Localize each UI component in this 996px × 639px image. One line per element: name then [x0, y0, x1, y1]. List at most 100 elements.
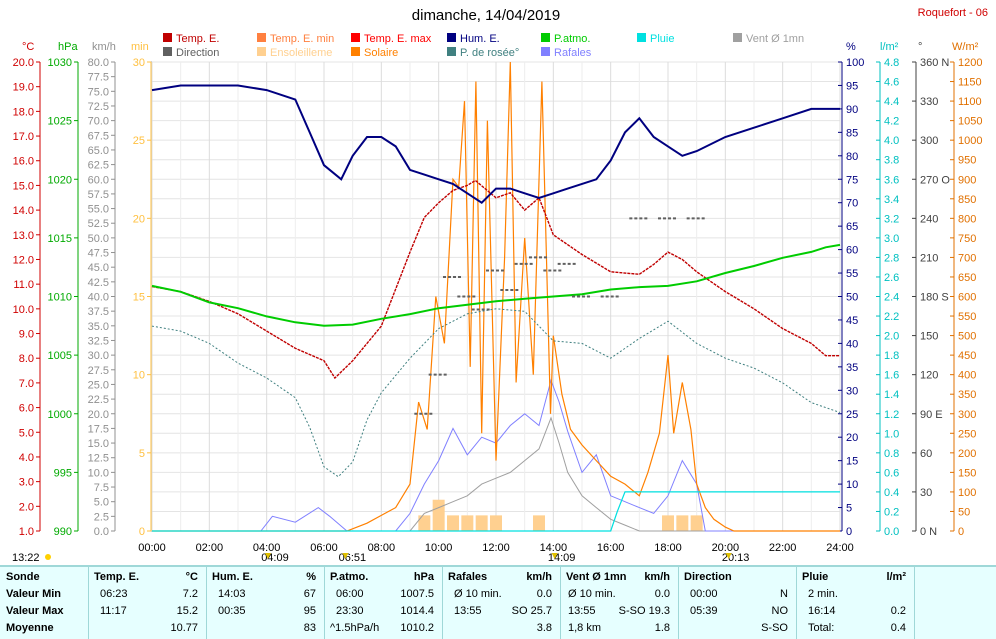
min-tick-label: 10 [133, 370, 145, 382]
sunshine-bar [690, 515, 703, 531]
solar-tick-label: 450 [958, 350, 976, 362]
rain-tick-label: 3.6 [884, 174, 899, 186]
header-pressure: P.atmo. [330, 571, 369, 583]
legend-label: P. de rosée° [460, 47, 519, 59]
sunset-label: 20:13 [722, 552, 750, 564]
hpa-tick-label: 995 [54, 467, 72, 479]
col-gusts: Rafales km/h Ø 10 min. 0.0 13:55 SO 25.7 3.… [442, 567, 561, 639]
pressure-trend: ^1.5hPa/h [330, 622, 380, 634]
percent-tick-label: 20 [846, 432, 858, 444]
wind-avg-value: 1.8 [654, 622, 670, 634]
rain-tick-label: 2.4 [884, 292, 899, 304]
percent-tick-label: 95 [846, 80, 858, 92]
hpa-tick-label: 1025 [48, 116, 72, 128]
rain-tick-label: 0.0 [884, 526, 899, 538]
header-hum-unit: % [306, 571, 316, 583]
direction-tick-label: 60 [920, 448, 932, 460]
kmh-tick-label: 70.0 [88, 116, 109, 128]
sunrise-label: 13:22 [12, 552, 40, 564]
legend-label: Direction [176, 47, 219, 59]
legend-swatch [447, 47, 456, 56]
solar-tick-label: 150 [958, 467, 976, 479]
legend-swatch [541, 33, 550, 42]
direction-avg-value: S-SO [761, 622, 788, 634]
kmh-tick-label: 75.0 [88, 86, 109, 98]
wind-avg-line [152, 416, 840, 532]
gusts-line [152, 378, 840, 532]
legend-label: Rafales [554, 47, 592, 59]
rain-tick-label: 2.2 [884, 311, 899, 323]
sunshine-bar [475, 515, 488, 531]
header-rain: Pluie [802, 571, 829, 583]
col-sonde: Sonde Valeur Min Valeur Max Moyenne [0, 567, 89, 639]
header-hum: Hum. E. [212, 571, 253, 583]
legend-swatch [637, 33, 646, 42]
solar-unit-label: W/m² [952, 41, 979, 53]
sunshine-bar [662, 515, 674, 531]
pressure-max-time: 23:30 [336, 605, 364, 617]
kmh-tick-label: 65.0 [88, 145, 109, 157]
legend-swatch [257, 47, 266, 56]
hpa-tick-label: 1020 [48, 174, 72, 186]
sunshine-bar [490, 515, 502, 531]
row-label-min: Valeur Min [6, 588, 62, 600]
solar-tick-label: 0 [958, 526, 964, 538]
time-tick-label: 10:00 [425, 542, 453, 554]
time-tick-label: 14:00 [540, 542, 568, 554]
percent-tick-label: 30 [846, 385, 858, 397]
rain-tick-label: 2.8 [884, 252, 899, 264]
direction-min-time: 00:00 [690, 588, 718, 600]
wind-min-value: 0.0 [654, 588, 670, 600]
header-direction: Direction [684, 571, 732, 583]
kmh-tick-label: 47.5 [88, 248, 109, 260]
sun-marker-icon [725, 553, 732, 559]
time-tick-label: 22:00 [769, 542, 797, 554]
percent-tick-label: 65 [846, 221, 858, 233]
rain-tick-label: 0.8 [884, 448, 899, 460]
kmh-tick-label: 35.0 [88, 321, 109, 333]
celsius-tick-label: 9.0 [19, 329, 34, 341]
dawn-label: 06:51 [339, 552, 367, 564]
percent-tick-label: 10 [846, 479, 858, 491]
rain-tick-label: 1.4 [884, 389, 899, 401]
celsius-tick-label: 12.0 [13, 254, 34, 266]
hpa-unit-label: hPa [58, 41, 78, 53]
legend-label: Temp. E. [176, 33, 219, 45]
hum-min-time: 14:03 [218, 588, 246, 600]
min-tick-label: 25 [133, 135, 145, 147]
hpa-tick-label: 1000 [48, 409, 72, 421]
direction-tick-label: 150 [920, 331, 938, 343]
kmh-tick-label: 10.0 [88, 467, 109, 479]
weather-chart: dimanche, 14/04/2019 Roquefort - 06 Temp… [12, 7, 988, 564]
rain-tick-label: 4.0 [884, 135, 899, 147]
temp-min-value: 7.2 [182, 588, 198, 600]
time-tick-label: 24:00 [826, 542, 854, 554]
percent-tick-label: 15 [846, 456, 858, 468]
chart-axes: 20.0 19.0 18.0 17.0 16.0 15.0 14.0 13.0 12.0 11.0… [13, 57, 983, 554]
dew-point-line [151, 308, 841, 478]
kmh-unit-label: km/h [92, 41, 116, 53]
header-rain-unit: l/m² [886, 571, 906, 583]
min-tick-label: 5 [139, 448, 145, 460]
header-wind-unit: km/h [644, 571, 670, 583]
direction-tick-label: 300 [920, 135, 938, 147]
celsius-tick-label: 7.0 [19, 378, 34, 390]
legend-swatch [541, 47, 550, 56]
solar-tick-label: 1150 [958, 77, 982, 89]
min-tick-label: 0 [139, 526, 145, 538]
celsius-tick-label: 2.0 [19, 501, 34, 513]
percent-tick-label: 5 [846, 503, 852, 515]
legend-label: Pluie [650, 33, 674, 45]
percent-tick-label: 25 [846, 409, 858, 421]
solar-tick-label: 1100 [958, 96, 982, 108]
legend-swatch [447, 33, 456, 42]
direction-tick-label: 90 E [920, 409, 943, 421]
percent-tick-label: 55 [846, 268, 858, 280]
solar-radiation-line [152, 61, 840, 532]
kmh-tick-label: 37.5 [88, 306, 109, 318]
pressure-line [151, 243, 841, 327]
time-tick-label: 08:00 [368, 542, 396, 554]
celsius-tick-label: 6.0 [19, 403, 34, 415]
celsius-tick-label: 14.0 [13, 205, 34, 217]
solar-tick-label: 400 [958, 370, 976, 382]
